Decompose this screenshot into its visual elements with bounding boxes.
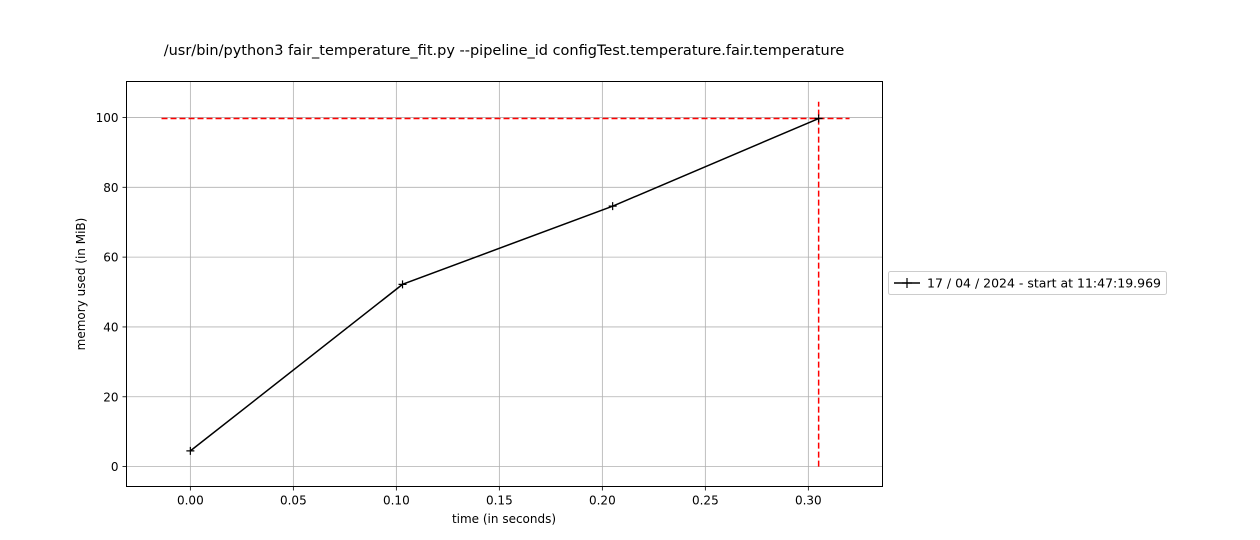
y-tick-label: 40 [103,320,118,334]
y-tick-label: 20 [103,390,118,404]
y-axis-ticks: 0 20 40 60 80 100 [96,111,127,474]
reference-lines [161,101,850,467]
x-tick-label: 0.05 [280,494,307,508]
plot-frame [126,81,883,487]
y-axis-label: memory used (in MiB) [74,218,88,351]
y-tick-label: 100 [96,111,119,125]
y-tick-label: 60 [103,251,118,265]
x-tick-label: 0.10 [383,494,410,508]
grid-lines [126,81,883,487]
series-layer [186,114,823,455]
y-tick-label: 0 [111,460,119,474]
x-tick-label: 0.15 [486,494,513,508]
y-tick-label: 80 [103,181,118,195]
x-axis-label: time (in seconds) [452,512,556,526]
x-axis-ticks: 0.00 0.05 0.10 0.15 0.20 0.25 0.30 [177,486,822,508]
legend: 17 / 04 / 2024 - start at 11:47:19.969 [888,271,1167,295]
data-point-marker [814,114,823,123]
legend-marker [902,278,912,288]
series-line [189,117,819,452]
x-tick-label: 0.25 [692,494,719,508]
x-tick-label: 0.00 [177,494,204,508]
data-point-marker [608,202,617,211]
legend-box [888,271,1167,295]
x-tick-label: 0.30 [795,494,822,508]
x-tick-label: 0.20 [589,494,616,508]
data-point-marker [398,280,407,289]
data-point-marker [186,446,195,455]
chart-title: /usr/bin/python3 fair_temperature_fit.py… [164,43,845,59]
legend-entry-label: 17 / 04 / 2024 - start at 11:47:19.969 [927,276,1161,291]
